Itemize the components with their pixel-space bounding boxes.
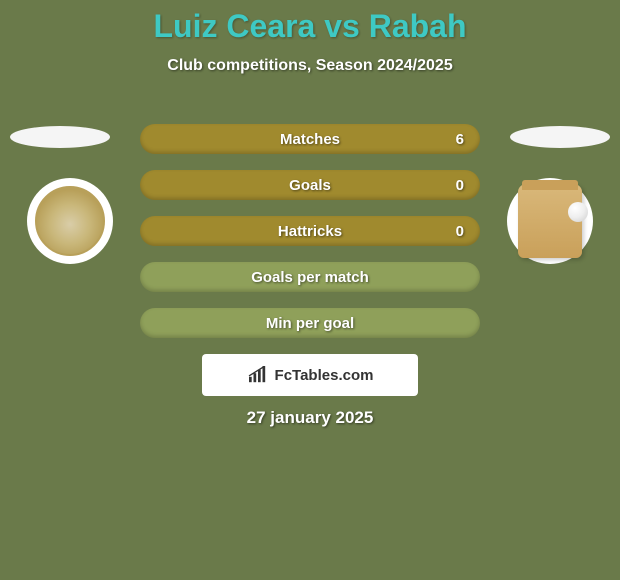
date-text: 27 january 2025 xyxy=(0,408,620,428)
title: Luiz Ceara vs Rabah xyxy=(0,0,620,45)
player-avatar-right xyxy=(510,126,610,148)
stat-label: Goals per match xyxy=(251,269,369,286)
attribution-text: FcTables.com xyxy=(275,367,374,384)
stat-label: Min per goal xyxy=(266,315,354,332)
stat-label: Goals xyxy=(289,177,331,194)
team-crest-left-icon xyxy=(35,186,105,256)
stat-value: 0 xyxy=(456,177,464,194)
bar-chart-icon xyxy=(247,366,269,384)
stat-bar-goals: Goals 0 xyxy=(140,170,480,200)
team-logo-left xyxy=(27,178,113,264)
stat-value: 6 xyxy=(456,131,464,148)
ball-icon xyxy=(568,202,588,222)
stat-bar-goals-per-match: Goals per match xyxy=(140,262,480,292)
team-crest-right-icon xyxy=(518,184,582,258)
stat-bar-min-per-goal: Min per goal xyxy=(140,308,480,338)
subtitle: Club competitions, Season 2024/2025 xyxy=(0,57,620,75)
stat-bar-matches: Matches 6 xyxy=(140,124,480,154)
stat-label: Hattricks xyxy=(278,223,342,240)
stat-label: Matches xyxy=(280,131,340,148)
stat-bars: Matches 6 Goals 0 Hattricks 0 Goals per … xyxy=(140,124,480,354)
attribution-badge[interactable]: FcTables.com xyxy=(202,354,418,396)
stat-bar-hattricks: Hattricks 0 xyxy=(140,216,480,246)
comparison-card: Luiz Ceara vs Rabah Club competitions, S… xyxy=(0,0,620,580)
stat-value: 0 xyxy=(456,223,464,240)
player-avatar-left xyxy=(10,126,110,148)
team-logo-right xyxy=(507,178,593,264)
